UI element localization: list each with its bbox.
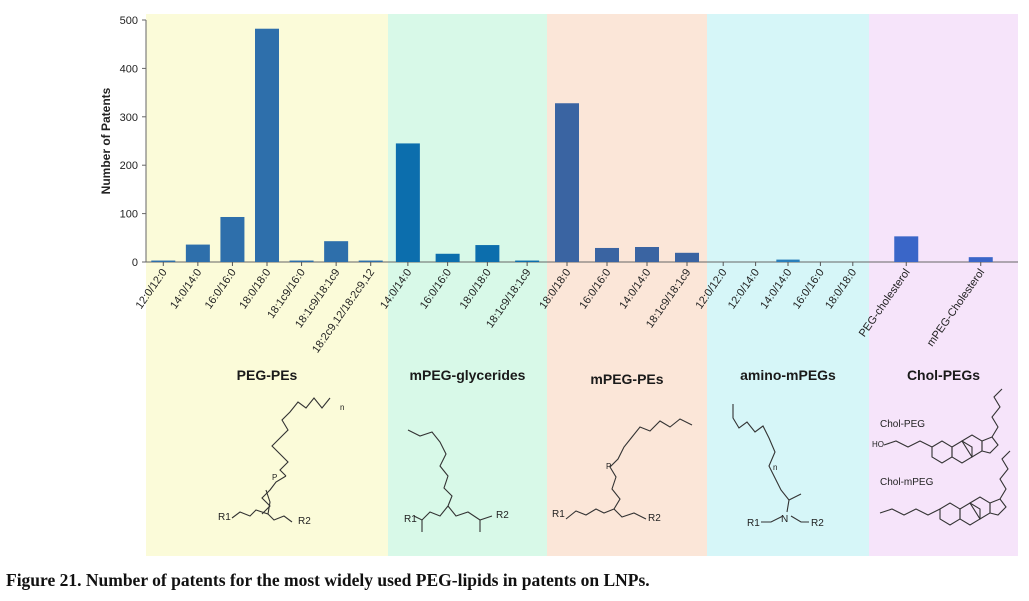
group-titles: PEG-PEs mPEG-glycerides mPEG-PEs amino-mPEG… [237,367,981,387]
group-title: mPEG-PEs [590,371,663,387]
y-axis: 0 100 200 300 400 500 Number of Patents [99,15,1018,269]
svg-text:R2: R2 [811,518,824,529]
svg-text:R1: R1 [747,518,760,529]
bar [555,103,579,262]
structure-mpeg-pe: P R1 R2 [552,418,693,524]
svg-text:Chol-PEG: Chol-PEG [880,419,925,430]
svg-text:R2: R2 [496,510,509,521]
y-tick-label: 300 [120,112,138,124]
bar [894,236,919,262]
y-tick-label: 400 [120,63,138,75]
figure-caption: Figure 21. Number of patents for the mos… [6,570,650,590]
bar [324,241,349,262]
bar [595,247,619,262]
group-bands [146,14,1018,556]
bars [151,28,993,262]
bar [776,259,800,262]
svg-text:n: n [773,463,777,472]
structure-mpeg-glyceride: R1 R2 [404,429,509,532]
svg-text:Chol-mPEG: Chol-mPEG [880,477,934,488]
structure-peg-pe: n P R1 R2 [218,397,344,527]
bar [151,260,176,262]
y-tick-label: 0 [132,257,138,269]
group-band [869,14,1018,556]
bar [475,245,500,262]
structure-amino-mpeg: n N R1 R2 [732,404,824,529]
y-tick-label: 500 [120,15,138,27]
y-tick-label: 100 [120,209,138,221]
svg-text:R1: R1 [218,512,231,523]
group-band [707,14,869,556]
svg-text:P: P [272,473,277,482]
group-band [388,14,547,556]
bar [435,253,460,262]
structure-chol-peg: Chol-PEG HO Chol-mPEG [872,388,1011,526]
bar [968,257,993,262]
y-axis-label: Number of Patents [99,87,113,194]
bar [255,28,279,262]
group-title: PEG-PEs [237,367,298,383]
svg-text:R2: R2 [298,516,311,527]
bar [675,252,699,262]
group-title: Chol-PEGs [907,367,980,383]
svg-text:R1: R1 [552,509,565,520]
y-tick-label: 200 [120,160,138,172]
bar [515,260,540,262]
group-title: amino-mPEGs [740,367,836,383]
bar [635,246,659,262]
svg-text:P: P [606,462,611,471]
svg-text:HO: HO [872,440,884,449]
bar [289,260,314,262]
bar [395,143,420,262]
bar [358,260,383,262]
bar [220,216,245,262]
bar [185,244,210,262]
svg-text:n: n [340,403,344,412]
svg-text:R1: R1 [404,514,417,525]
svg-text:R2: R2 [648,513,661,524]
svg-text:N: N [781,514,788,525]
group-title: mPEG-glycerides [410,367,526,383]
